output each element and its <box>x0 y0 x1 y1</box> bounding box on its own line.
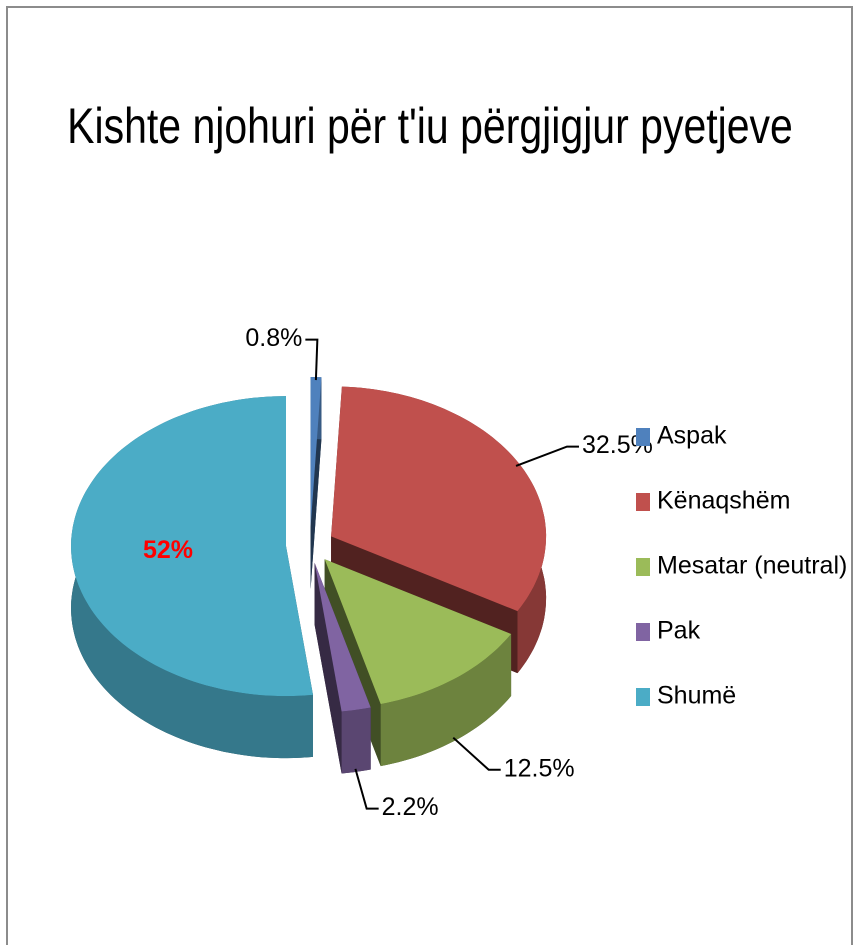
data-label: 12.5% <box>504 754 575 782</box>
leader-line <box>354 768 379 810</box>
leader-line <box>305 338 319 381</box>
leader-line <box>452 736 501 771</box>
chart-frame <box>6 6 853 945</box>
slice <box>71 396 313 697</box>
data-label: 52% <box>143 536 193 564</box>
chart-title: Kishte njohuri për t'iu përgjigjur pyetj… <box>67 98 793 154</box>
slice-outer-wall <box>341 707 371 774</box>
slice-group <box>310 377 322 589</box>
slice <box>310 377 322 527</box>
slice <box>324 559 512 705</box>
slice-outer-wall <box>380 634 512 767</box>
slice-radial-wall <box>314 562 342 774</box>
slice <box>331 386 547 612</box>
legend-swatch <box>636 623 650 641</box>
data-label: 0.8% <box>245 324 302 352</box>
slice-group <box>71 396 313 759</box>
legend-label: Pak <box>657 617 701 645</box>
legend-label: Shumë <box>657 682 736 710</box>
slice <box>314 562 371 712</box>
legend-label: Aspak <box>657 422 727 450</box>
legend-label: Mesatar (neutral) <box>657 552 847 580</box>
legend-swatch <box>636 558 650 576</box>
legend-swatch <box>636 493 650 511</box>
leader-line <box>515 445 579 467</box>
data-label: 2.2% <box>382 793 439 821</box>
legend-swatch <box>636 428 650 446</box>
slice-group <box>314 562 371 774</box>
legend-swatch <box>636 688 650 706</box>
legend-label: Kënaqshëm <box>657 487 790 515</box>
